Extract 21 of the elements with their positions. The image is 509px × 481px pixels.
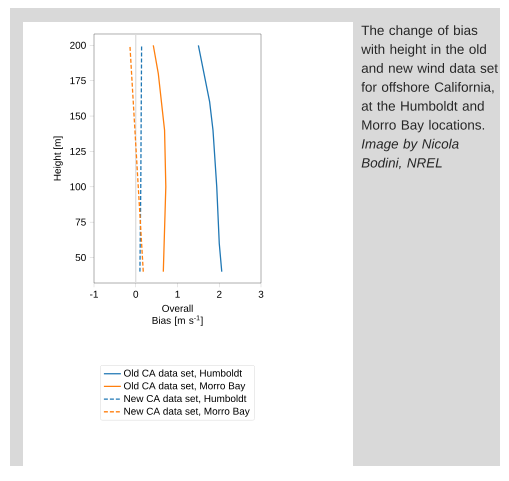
x-tick-label: 3: [258, 290, 264, 298]
x-axis-title: Overall Bias [m s$^{-1}$]: [152, 304, 203, 326]
line-series: [152, 44, 166, 272]
y-tick-label: 175: [70, 77, 86, 84]
x-tick-label: 1: [176, 290, 180, 298]
x-tick-label: -1: [90, 290, 98, 298]
y-tick-label: 75: [76, 218, 86, 226]
y-tick-label: 125: [70, 148, 86, 155]
legend-label: Old CA data set, Humboldt: [124, 369, 242, 378]
x-tick-label: 2: [216, 290, 222, 298]
y-tick-label: 200: [70, 42, 86, 49]
y-tick-label: 150: [70, 112, 86, 120]
y-tick-label: 100: [70, 183, 86, 190]
text: The change of bias with height in the old and new wind data set for offshore California, at the Humboldt and Morro Bay locations. Image by Nicola Bodini, NREL: [361, 25, 498, 170]
legend-label: Old CA data set, Morro Bay: [124, 382, 246, 392]
legend-label: New CA data set, Morro Bay: [124, 407, 250, 417]
y-tick-label: 50: [76, 254, 86, 262]
y-axis-title: Height [m]: [53, 136, 63, 180]
legend-label: New CA data set, Humboldt: [124, 394, 246, 404]
line-series: [198, 44, 222, 272]
x-tick-label: 0: [133, 290, 138, 298]
